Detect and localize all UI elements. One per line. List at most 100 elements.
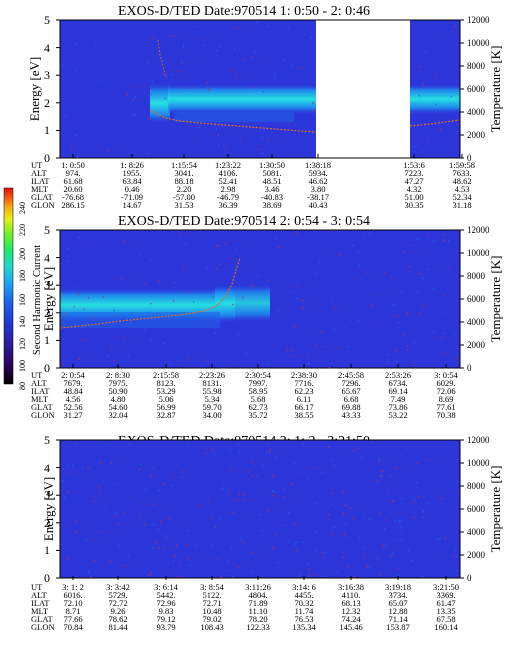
noise-dot	[82, 339, 84, 341]
noise-dot	[136, 322, 138, 324]
noise-dot	[90, 576, 92, 578]
noise-dot	[64, 313, 66, 316]
panel-2-ytick: 4	[44, 251, 50, 265]
noise-dot	[416, 482, 418, 484]
noise-dot	[391, 500, 393, 502]
panel-1-ephemeris-cell: 286.15	[61, 200, 84, 210]
noise-dot	[224, 242, 226, 244]
panel-1-ephemeris-cell: -38.17	[307, 192, 329, 202]
panel-2-ephemeris-cell: 7.49	[391, 394, 406, 404]
noise-dot	[407, 448, 409, 450]
noise-dot	[349, 507, 351, 509]
panel-2-ephemeris-cell: 8.69	[439, 394, 454, 404]
panel-2-ephemeris-cell: 6734.	[388, 378, 407, 388]
noise-dot	[206, 81, 208, 84]
panel-1-ylabel: Energy [eV]	[27, 57, 42, 121]
noise-dot	[421, 277, 424, 279]
panel-2-ephemeris-cell: 5.68	[251, 394, 266, 404]
panel-3-ephemeris-cell: 108.43	[200, 622, 223, 632]
noise-dot	[384, 272, 386, 274]
panel-1-ephemeris-cell: 48.51	[262, 176, 281, 186]
noise-dot	[411, 560, 413, 562]
panel-1-ephemeris-cell: 4.53	[455, 184, 470, 194]
noise-dot	[379, 271, 381, 273]
panel-1-ephemeris-cell: 31.18	[452, 200, 471, 210]
noise-dot	[118, 545, 120, 547]
noise-dot	[443, 234, 445, 236]
noise-dot	[61, 64, 63, 66]
noise-dot	[382, 545, 384, 547]
noise-dot	[314, 467, 316, 469]
noise-dot	[186, 544, 188, 546]
panel-2-ephemeris-cell: 50.90	[108, 386, 127, 396]
noise-dot	[188, 357, 190, 359]
noise-dot	[315, 345, 317, 347]
noise-dot	[314, 114, 316, 116]
noise-dot	[399, 520, 401, 523]
panel-3-ephemeris-cell: 3: 1: 2	[62, 582, 84, 592]
noise-dot	[170, 73, 172, 75]
noise-dot	[204, 321, 206, 323]
noise-dot	[92, 538, 94, 540]
panel-3-ephemeris-cell: 153.87	[386, 622, 409, 632]
panel-1-ephemeris-cell: 51.00	[404, 192, 423, 202]
noise-dot	[173, 282, 175, 284]
noise-dot	[378, 460, 380, 463]
panel-1-ephemeris-cell: 1: 0:50	[61, 160, 85, 170]
noise-dot	[332, 533, 334, 535]
noise-dot	[168, 35, 170, 38]
noise-dot	[75, 69, 77, 71]
noise-dot	[222, 488, 224, 490]
noise-dot	[234, 48, 236, 50]
panel-1-ytick: 3	[44, 68, 50, 82]
noise-dot	[210, 517, 213, 519]
noise-dot	[237, 282, 239, 284]
noise-dot	[396, 539, 399, 541]
noise-dot	[448, 240, 450, 242]
noise-dot	[307, 477, 309, 479]
noise-dot	[295, 541, 297, 543]
noise-speckles	[61, 21, 456, 158]
noise-dot	[218, 517, 220, 520]
noise-dot	[337, 348, 339, 350]
noise-dot	[169, 362, 171, 364]
noise-dot	[234, 249, 237, 251]
noise-dot	[253, 285, 255, 287]
panel-2-ytick: 3	[44, 278, 50, 292]
panel-2-band	[60, 284, 270, 328]
panel-3-ephemeris-cell: 5729.	[108, 590, 127, 600]
noise-dot	[296, 297, 298, 299]
noise-dot	[324, 575, 326, 577]
colorbar-tick: 80	[18, 382, 27, 390]
noise-dot	[99, 81, 101, 83]
noise-dot	[454, 333, 456, 335]
noise-dot	[404, 251, 406, 253]
panel-3-ephemeris-cell: 11.10	[249, 606, 268, 616]
noise-dot	[278, 246, 280, 249]
panel-1-ephemeris-cell: -76.68	[62, 192, 84, 202]
panel-1-title: EXOS-D/TED Date:970514 1: 0:50 - 2: 0:46	[118, 4, 370, 19]
noise-dot	[242, 297, 244, 299]
panel-2-ephemeris-cell: 69.14	[388, 386, 408, 396]
panel-1-y2tick: 12000	[467, 15, 490, 25]
panel-1-band	[150, 83, 460, 123]
panel-3: EXOS-D/TED Date:970514 3: 1: 2 - 3:21:50…	[31, 433, 503, 632]
noise-dot	[212, 295, 214, 297]
noise-dot	[114, 515, 116, 517]
panel-2-ephemeris-cell: 7975.	[108, 378, 127, 388]
noise-dot	[408, 527, 410, 529]
noise-dot	[381, 470, 384, 472]
noise-dot	[342, 491, 344, 493]
noise-dot	[423, 258, 425, 260]
noise-dot	[239, 137, 241, 139]
noise-dot	[327, 447, 329, 449]
noise-dot	[421, 576, 423, 578]
noise-dot	[331, 231, 333, 233]
noise-dot	[164, 97, 166, 100]
noise-dot	[407, 312, 409, 314]
noise-dot	[409, 244, 411, 247]
noise-dot	[111, 346, 113, 348]
noise-dot	[346, 566, 348, 568]
